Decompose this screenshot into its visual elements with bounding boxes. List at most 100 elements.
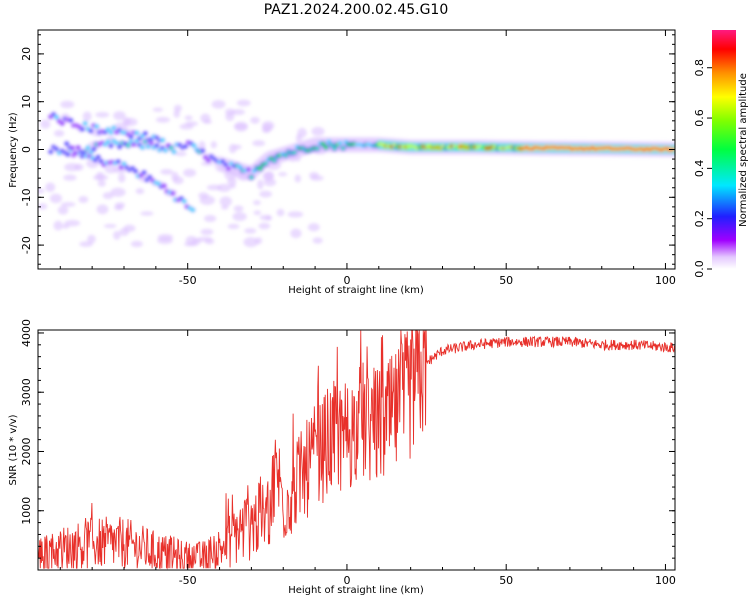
spectrogram-cell: [170, 191, 175, 196]
spectrogram-cell: [108, 143, 114, 148]
spectrogram-cell: [95, 155, 101, 160]
y-tick-label: 2000: [20, 437, 33, 465]
spectrogram-cell: [119, 228, 129, 236]
spectrogram-cell: [95, 171, 105, 181]
spectrogram-cell: [104, 165, 118, 174]
spectrogram-cell: [38, 203, 48, 210]
x-tick-label: 100: [655, 274, 676, 287]
spectrogram-cell: [200, 228, 214, 236]
spectrogram-cell: [160, 138, 165, 143]
spectrogram-cell: [155, 116, 171, 123]
spectrogram-axes: -50 0 50 100 -20 -10 0 10 20: [20, 30, 676, 287]
spectrogram-cell: [323, 145, 329, 150]
spectrogram-cell: [181, 199, 187, 204]
spectrogram-cell: [249, 175, 254, 180]
spectrogram-cell: [250, 116, 260, 124]
spectrogram-cell: [133, 169, 138, 174]
spectrogram-cell: [258, 222, 271, 230]
spectrogram-cell: [114, 141, 119, 146]
spectrogram-cell: [80, 127, 85, 132]
spectrogram-cell: [102, 192, 114, 200]
x-tick-label: 0: [343, 574, 350, 587]
spectrogram-cell: [233, 205, 244, 212]
spectrogram-cell: [48, 149, 53, 154]
spectrogram-cell: [143, 131, 148, 136]
spectrogram-cell: [95, 111, 110, 118]
spectrogram-cell: [105, 139, 111, 144]
spectrogram-cell: [82, 111, 92, 122]
spectrogram-cell: [128, 134, 134, 139]
y-tick-label: -20: [20, 236, 33, 254]
spectrogram-cell: [210, 141, 217, 149]
colorbar-tick-label: 0.8: [693, 59, 706, 77]
x-tick-label: 0: [343, 274, 350, 287]
spectrogram-cell: [227, 223, 240, 230]
spectrogram-cell: [94, 124, 99, 129]
spectrogram-cell: [134, 130, 139, 135]
spectrogram-cell: [160, 168, 173, 175]
spectrogram-cell: [311, 126, 325, 136]
spectrogram-cell: [116, 159, 121, 164]
spectrogram-cell: [131, 142, 137, 147]
spectrogram-cell: [53, 220, 63, 231]
spectrogram-cell: [243, 237, 259, 248]
colorbar: 0.0 0.2 0.4 0.6 0.8 Normalized spectral ampl…: [693, 30, 749, 278]
spectrogram-cell: [206, 184, 222, 191]
spectrogram-cell: [227, 177, 237, 186]
spectrogram-cell: [70, 145, 75, 150]
spectrogram-cell: [252, 140, 266, 147]
spectrogram-cell: [263, 161, 268, 166]
spectrogram-cell: [91, 147, 96, 152]
spectrogram-cell: [315, 146, 320, 151]
snr-series-line: [38, 330, 675, 570]
spectrogram-cell: [49, 193, 63, 204]
x-tick-label: 50: [499, 574, 513, 587]
spectrogram-cell: [60, 121, 65, 126]
spectrogram-cell: [79, 241, 93, 247]
spectrogram-cell: [272, 158, 277, 163]
spectrogram-cell: [265, 215, 273, 221]
spectrogram-cell: [277, 172, 288, 177]
spectrogram-cell: [97, 180, 106, 187]
x-tick-label: 50: [499, 274, 513, 287]
spectrogram-cell: [140, 145, 145, 150]
snr-axes: -50 0 50 100 1000 2000 3000 4000: [20, 319, 676, 587]
spectrogram-cell: [140, 211, 154, 216]
spectrogram-cell: [244, 228, 257, 234]
spectrogram-cell: [183, 168, 197, 178]
colorbar-tick-label: 0.4: [693, 160, 706, 178]
spectrogram-cell: [204, 238, 215, 245]
spectrogram-cell: [246, 167, 251, 172]
spectrogram-cell: [110, 187, 126, 197]
colorbar-label: Normalized spectral amplitude: [738, 73, 749, 227]
spectrogram-cell: [226, 166, 231, 171]
spectrogram-cell: [262, 121, 275, 131]
spectrogram-cell: [63, 174, 77, 181]
spectrogram-cell: [82, 121, 88, 126]
y-tick-label: 10: [20, 95, 33, 109]
spectrogram-cell: [192, 238, 202, 245]
spectrogram-cell: [229, 183, 236, 189]
spectrogram-cell: [113, 230, 121, 240]
y-tick-label: -10: [20, 188, 33, 206]
spectrogram-cell: [88, 128, 94, 133]
y-tick-label: 0: [20, 146, 33, 153]
spectrogram-cell: [173, 109, 181, 118]
spectrogram-cell: [200, 113, 211, 123]
spectrogram-cell: [206, 158, 211, 163]
spectrogram-cell: [68, 118, 74, 123]
spectrogram-cell: [74, 163, 84, 171]
snr-frame: [37, 329, 676, 571]
colorbar-gradient: [712, 30, 736, 269]
spectrogram-cell: [231, 109, 246, 116]
spectrogram-cell: [157, 237, 173, 245]
y-tick-label: 20: [20, 47, 33, 61]
spectrogram-cell: [183, 144, 188, 149]
spectrogram-cell: [263, 178, 277, 187]
spectrogram-cell: [168, 145, 174, 150]
spectrogram-cell: [78, 196, 89, 204]
spectrogram-cell: [338, 140, 343, 145]
spectrogram-cell: [263, 171, 274, 181]
spectrogram-cell: [257, 166, 263, 171]
spectrogram-cell: [203, 215, 217, 223]
